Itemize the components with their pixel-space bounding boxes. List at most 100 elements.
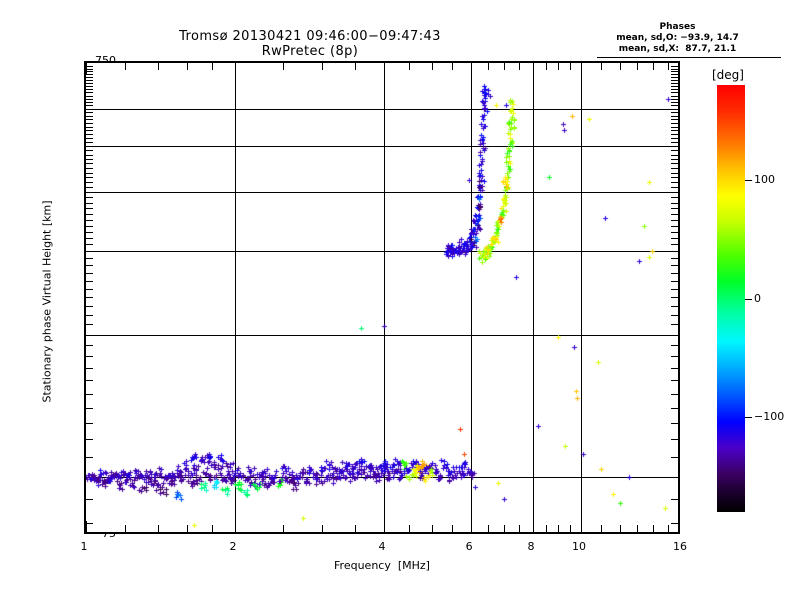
axis-tick [667,146,678,147]
stats-x-mode: mean, sd,X: 87.7, 21.1 [618,44,737,54]
axis-tick [671,356,678,357]
axis-tick [671,197,678,198]
axis-tick [653,63,654,70]
axis-tick [671,273,678,274]
axis-tick [671,220,678,221]
axis-tick [671,86,678,87]
axis-tick [86,71,93,72]
axis-tick [671,77,678,78]
colorbar-tick-label: 0 [754,292,761,305]
axis-tick [158,525,159,532]
axis-tick [671,69,678,70]
axis-tick [86,69,93,70]
x-axis-label: Frequency [MHz] [334,559,430,572]
axis-tick [158,63,159,70]
axis-tick [432,63,433,70]
axis-tick [86,138,93,139]
axis-tick [671,297,678,298]
axis-tick [671,159,678,160]
axis-tick [671,523,678,524]
axis-tick [86,83,93,84]
axis-tick [570,525,571,532]
axis-tick [86,112,93,113]
axis-tick [671,99,678,100]
axis-tick [601,525,602,532]
axis-tick [86,86,93,87]
axis-tick [671,173,678,174]
axis-tick [668,525,669,532]
axis-tick [86,368,93,369]
axis-tick [86,192,97,193]
axis-tick [671,130,678,131]
axis-tick [671,177,678,178]
axis-tick [86,356,93,357]
axis-tick [671,74,678,75]
axis-tick [86,324,93,325]
axis-tick [235,63,236,74]
axis-tick [432,525,433,532]
axis-tick [671,289,678,290]
axis-tick [671,102,678,103]
axis-tick [671,281,678,282]
axis-tick [671,123,678,124]
axis-tick [519,63,520,70]
axis-tick [671,380,678,381]
axis-tick [671,324,678,325]
axis-tick [671,457,678,458]
axis-tick [86,289,93,290]
axis-tick [671,71,678,72]
axis-tick [283,63,284,70]
axis-tick [667,109,678,110]
colorbar-tick [745,299,752,300]
x-tick-label: 1 [80,540,88,553]
axis-tick [671,203,678,204]
axis-tick [671,138,678,139]
axis-tick [504,63,505,70]
axis-tick [637,63,638,70]
axis-tick [355,63,356,70]
axis-tick [671,83,678,84]
axis-tick [671,499,678,500]
axis-tick [86,203,93,204]
axis-tick [671,408,678,409]
axis-tick [86,335,97,336]
axis-tick [86,155,93,156]
axis-tick [671,119,678,120]
axis-tick [86,74,93,75]
x-tick-label: 2 [229,540,237,553]
axis-tick [86,150,93,151]
axis-tick [86,521,87,532]
axis-tick [86,315,93,316]
axis-tick [86,77,93,78]
axis-tick [86,127,93,128]
axis-tick [504,525,505,532]
axis-tick [667,477,678,478]
colorbar-tick-label: −100 [754,410,785,423]
axis-tick [86,220,93,221]
plot-title-line2: RwPretec (8p) [261,44,359,59]
axis-tick [86,273,93,274]
axis-tick [671,423,678,424]
axis-tick [86,66,93,67]
axis-tick [620,63,621,70]
axis-tick [86,187,93,188]
axis-tick [671,306,678,307]
axis-tick [671,168,678,169]
x-tick-label: 16 [673,540,687,553]
axis-tick [671,238,678,239]
stats-underline [597,57,781,58]
axis-tick [212,525,213,532]
axis-tick [86,232,93,233]
axis-tick [86,380,93,381]
axis-tick [86,80,93,81]
axis-tick [86,297,93,298]
colorbar-unit-label: [deg] [712,68,744,82]
colorbar-tick [745,417,752,418]
axis-tick [86,244,93,245]
axis-tick [671,232,678,233]
axis-tick [187,63,188,70]
plot-area [84,61,680,534]
axis-tick [86,146,97,147]
colorbar-tick-label: 100 [754,173,775,186]
axis-tick [488,525,489,532]
